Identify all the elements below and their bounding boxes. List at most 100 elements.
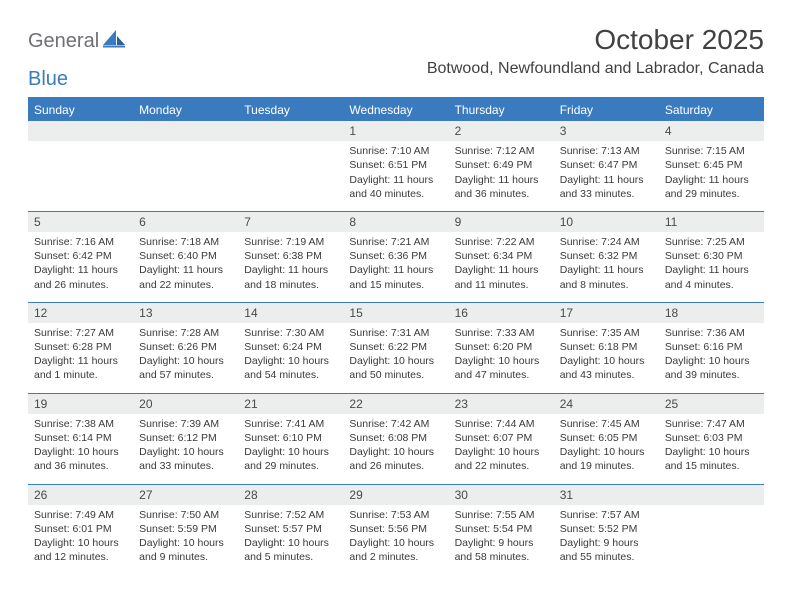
daylight-text: Daylight: 10 hours and 26 minutes.	[349, 445, 442, 473]
daylight-text: Daylight: 9 hours and 55 minutes.	[560, 536, 653, 564]
daylight-text: Daylight: 10 hours and 19 minutes.	[560, 445, 653, 473]
day-number: 7	[238, 212, 343, 232]
dow-cell: Friday	[554, 99, 659, 121]
calendar-cell: 6 Sunrise: 7:18 AMSunset: 6:40 PMDaylight…	[133, 212, 238, 302]
day-number: 22	[343, 394, 448, 414]
day-number	[238, 121, 343, 141]
daylight-text: Daylight: 10 hours and 2 minutes.	[349, 536, 442, 564]
calendar-cell: 31Sunrise: 7:57 AMSunset: 5:52 PMDayligh…	[554, 485, 659, 575]
daylight-text: Daylight: 10 hours and 22 minutes.	[455, 445, 548, 473]
daylight-text: Daylight: 10 hours and 50 minutes.	[349, 354, 442, 382]
sunset-text: Sunset: 6:03 PM	[665, 431, 758, 445]
sunset-text: Sunset: 6:12 PM	[139, 431, 232, 445]
calendar-cell	[28, 121, 133, 211]
daylight-text: Daylight: 10 hours and 47 minutes.	[455, 354, 548, 382]
day-number: 16	[449, 303, 554, 323]
sunrise-text: Sunrise: 7:19 AM	[244, 235, 337, 249]
sunset-text: Sunset: 6:51 PM	[349, 158, 442, 172]
sunset-text: Sunset: 6:14 PM	[34, 431, 127, 445]
day-number: 17	[554, 303, 659, 323]
calendar-cell: 27Sunrise: 7:50 AMSunset: 5:59 PMDayligh…	[133, 485, 238, 575]
sunset-text: Sunset: 6:28 PM	[34, 340, 127, 354]
daylight-text: Daylight: 10 hours and 12 minutes.	[34, 536, 127, 564]
day-number	[133, 121, 238, 141]
sunset-text: Sunset: 6:36 PM	[349, 249, 442, 263]
day-number	[28, 121, 133, 141]
calendar-cell: 5Sunrise: 7:16 AMSunset: 6:42 PMDaylight…	[28, 212, 133, 302]
day-of-week-header: SundayMondayTuesdayWednesdayThursdayFrid…	[28, 99, 764, 121]
day-number: 2	[449, 121, 554, 141]
calendar-cell	[238, 121, 343, 211]
calendar-cell: 8Sunrise: 7:21 AMSunset: 6:36 PMDaylight…	[343, 212, 448, 302]
daylight-text: Daylight: 10 hours and 9 minutes.	[139, 536, 232, 564]
sunset-text: Sunset: 6:40 PM	[139, 249, 232, 263]
sunset-text: Sunset: 6:07 PM	[455, 431, 548, 445]
calendar-cell: 7Sunrise: 7:19 AMSunset: 6:38 PMDaylight…	[238, 212, 343, 302]
day-number: 6	[133, 212, 238, 232]
sunrise-text: Sunrise: 7:49 AM	[34, 508, 127, 522]
sunset-text: Sunset: 6:49 PM	[455, 158, 548, 172]
calendar-cell: 22Sunrise: 7:42 AMSunset: 6:08 PMDayligh…	[343, 394, 448, 484]
daylight-text: Daylight: 10 hours and 15 minutes.	[665, 445, 758, 473]
sunset-text: Sunset: 6:32 PM	[560, 249, 653, 263]
day-number: 21	[238, 394, 343, 414]
calendar-cell: 29Sunrise: 7:53 AMSunset: 5:56 PMDayligh…	[343, 485, 448, 575]
day-number: 8	[343, 212, 448, 232]
daylight-text: Daylight: 10 hours and 39 minutes.	[665, 354, 758, 382]
sunset-text: Sunset: 5:54 PM	[455, 522, 548, 536]
sunrise-text: Sunrise: 7:36 AM	[665, 326, 758, 340]
daylight-text: Daylight: 11 hours and 11 minutes.	[455, 263, 548, 291]
sunset-text: Sunset: 5:56 PM	[349, 522, 442, 536]
daylight-text: Daylight: 11 hours and 26 minutes.	[34, 263, 127, 291]
sunset-text: Sunset: 6:24 PM	[244, 340, 337, 354]
sunset-text: Sunset: 6:38 PM	[244, 249, 337, 263]
day-number	[659, 485, 764, 505]
sunrise-text: Sunrise: 7:38 AM	[34, 417, 127, 431]
sunrise-text: Sunrise: 7:55 AM	[455, 508, 548, 522]
sunrise-text: Sunrise: 7:57 AM	[560, 508, 653, 522]
sunrise-text: Sunrise: 7:33 AM	[455, 326, 548, 340]
day-number: 30	[449, 485, 554, 505]
day-number: 3	[554, 121, 659, 141]
calendar-cell: 1Sunrise: 7:10 AMSunset: 6:51 PMDaylight…	[343, 121, 448, 211]
day-number: 27	[133, 485, 238, 505]
sunrise-text: Sunrise: 7:15 AM	[665, 144, 758, 158]
sunrise-text: Sunrise: 7:53 AM	[349, 508, 442, 522]
calendar-grid: 1Sunrise: 7:10 AMSunset: 6:51 PMDaylight…	[28, 121, 764, 574]
day-number: 18	[659, 303, 764, 323]
calendar-cell: 15Sunrise: 7:31 AMSunset: 6:22 PMDayligh…	[343, 303, 448, 393]
day-number: 26	[28, 485, 133, 505]
sunrise-text: Sunrise: 7:45 AM	[560, 417, 653, 431]
sunset-text: Sunset: 6:05 PM	[560, 431, 653, 445]
calendar-cell: 13Sunrise: 7:28 AMSunset: 6:26 PMDayligh…	[133, 303, 238, 393]
brand-text-blue: Blue	[28, 68, 68, 91]
daylight-text: Daylight: 10 hours and 5 minutes.	[244, 536, 337, 564]
daylight-text: Daylight: 10 hours and 29 minutes.	[244, 445, 337, 473]
day-number: 15	[343, 303, 448, 323]
calendar-cell: 11Sunrise: 7:25 AMSunset: 6:30 PMDayligh…	[659, 212, 764, 302]
sunrise-text: Sunrise: 7:39 AM	[139, 417, 232, 431]
sunset-text: Sunset: 5:59 PM	[139, 522, 232, 536]
calendar-cell: 4Sunrise: 7:15 AMSunset: 6:45 PMDaylight…	[659, 121, 764, 211]
calendar-cell: 25Sunrise: 7:47 AMSunset: 6:03 PMDayligh…	[659, 394, 764, 484]
calendar-cell: 3Sunrise: 7:13 AMSunset: 6:47 PMDaylight…	[554, 121, 659, 211]
day-number: 10	[554, 212, 659, 232]
calendar-cell: 30Sunrise: 7:55 AMSunset: 5:54 PMDayligh…	[449, 485, 554, 575]
calendar-cell: 24Sunrise: 7:45 AMSunset: 6:05 PMDayligh…	[554, 394, 659, 484]
daylight-text: Daylight: 10 hours and 33 minutes.	[139, 445, 232, 473]
sunrise-text: Sunrise: 7:24 AM	[560, 235, 653, 249]
dow-cell: Thursday	[449, 99, 554, 121]
calendar-cell: 2Sunrise: 7:12 AMSunset: 6:49 PMDaylight…	[449, 121, 554, 211]
day-number: 13	[133, 303, 238, 323]
day-number: 23	[449, 394, 554, 414]
daylight-text: Daylight: 11 hours and 4 minutes.	[665, 263, 758, 291]
sunrise-text: Sunrise: 7:41 AM	[244, 417, 337, 431]
sunrise-text: Sunrise: 7:18 AM	[139, 235, 232, 249]
daylight-text: Daylight: 11 hours and 1 minute.	[34, 354, 127, 382]
location-text: Botwood, Newfoundland and Labrador, Cana…	[427, 60, 764, 78]
daylight-text: Daylight: 11 hours and 22 minutes.	[139, 263, 232, 291]
day-number: 5	[28, 212, 133, 232]
daylight-text: Daylight: 10 hours and 36 minutes.	[34, 445, 127, 473]
daylight-text: Daylight: 11 hours and 36 minutes.	[455, 173, 548, 201]
sunrise-text: Sunrise: 7:13 AM	[560, 144, 653, 158]
